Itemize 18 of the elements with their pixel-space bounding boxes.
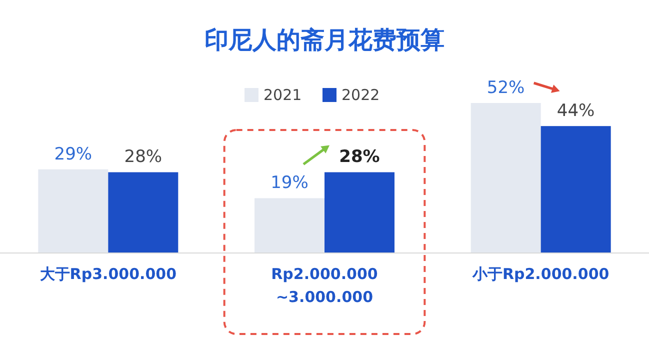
bar — [540, 126, 611, 253]
data-label: 52% — [486, 78, 525, 98]
bar — [324, 172, 394, 253]
legend-label: 2021 — [264, 86, 302, 104]
bar — [38, 169, 108, 253]
data-label: 19% — [270, 173, 308, 194]
bar — [108, 172, 178, 253]
x-tick-label: Rp2.000.000 ~3.000.000 — [271, 265, 378, 306]
chart-title: 印尼人的斋月花费预算 — [204, 26, 444, 54]
x-tick-label: 大于Rp3.000.000 — [40, 265, 177, 283]
data-label: 29% — [54, 144, 92, 164]
bar — [254, 198, 324, 253]
x-tick-label: 小于Rp2.000.000 — [471, 265, 610, 283]
data-label: 44% — [556, 101, 595, 122]
data-label: 28% — [339, 147, 380, 168]
legend-label: 2022 — [342, 86, 380, 104]
bar — [470, 103, 541, 253]
data-label: 28% — [124, 147, 162, 168]
